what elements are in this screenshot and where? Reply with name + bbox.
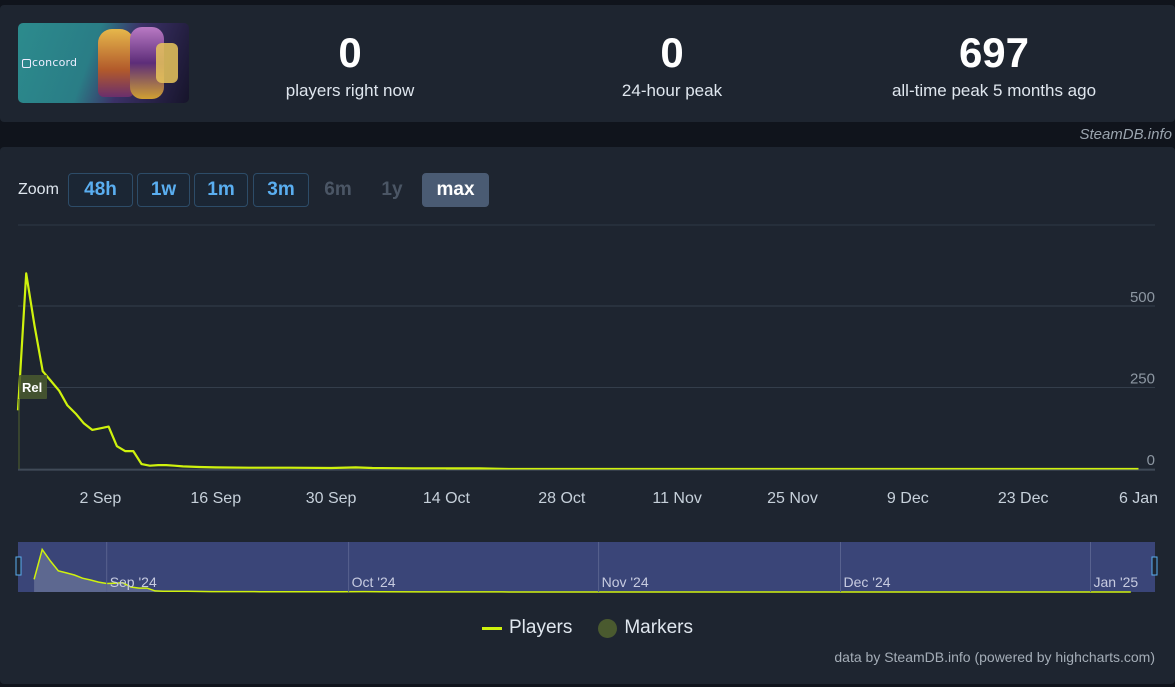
release-marker-line — [18, 399, 20, 469]
x-tick-label: 14 Oct — [423, 490, 471, 507]
current-players-label: players right now — [285, 81, 415, 100]
players-line — [16, 272, 1139, 471]
zoom-1m-button[interactable]: 1m — [194, 173, 248, 207]
navigator-range[interactable] — [18, 542, 1155, 592]
zoom-1y-button: 1y — [381, 179, 403, 200]
release-marker-flag[interactable] — [19, 375, 47, 399]
peak-24h-label: 24-hour peak — [621, 81, 723, 100]
navigator-tick-label: Nov '24 — [602, 574, 649, 590]
x-tick-label: 30 Sep — [306, 490, 357, 507]
players-line-icon — [482, 626, 502, 630]
x-tick-label: 11 Nov — [652, 490, 702, 507]
zoom-label: Zoom — [18, 181, 59, 198]
y-axis-labels: 500 250 0 — [1130, 289, 1155, 469]
x-tick-label: 6 Jan — [1119, 490, 1158, 507]
y-tick-label: 250 — [1130, 371, 1155, 388]
players-series — [16, 272, 1155, 471]
navigator-line — [33, 547, 1131, 593]
y-tick-label: 0 — [1147, 452, 1155, 469]
stats-card: concord 0 players right now 0 24-hour pe… — [0, 5, 1175, 122]
navigator-tick-label: Dec '24 — [844, 574, 891, 590]
all-time-peak-value: 697 — [958, 29, 1030, 76]
zoom-6m-button: 6m — [324, 179, 352, 200]
chart-card: Zoom 48h 1w 1m 3m 6m 1y max 500 250 0 2 Se… — [0, 147, 1175, 684]
all-time-peak-stat[interactable]: 697 all-time peak 5 months ago — [854, 31, 1134, 101]
navigator-tick-label: Jan '25 — [1093, 574, 1138, 590]
x-tick-label: 23 Dec — [998, 490, 1049, 507]
navigator[interactable]: Sep '24 Oct '24 Nov '24 Dec '24 Jan '25 — [15, 542, 1158, 593]
zoom-1w-button[interactable]: 1w — [137, 173, 190, 207]
current-players-value: 0 — [338, 29, 362, 76]
x-tick-label: 16 Sep — [190, 490, 241, 507]
chart-legend: Players Markers — [0, 617, 1175, 639]
x-axis-labels: 2 Sep 16 Sep 30 Sep 14 Oct 28 Oct 11 Nov 25 No… — [79, 490, 1158, 507]
player-count-chart[interactable]: 500 250 0 2 Sep 16 Sep 30 Sep 14 Oct 28 Oct 11 … — [0, 147, 1175, 607]
grid-lines — [18, 305, 1155, 470]
navigator-tick-label: Oct '24 — [352, 574, 396, 590]
y-tick-label: 500 — [1130, 289, 1155, 306]
peak-24h-value: 0 — [660, 29, 684, 76]
x-tick-label: 9 Dec — [887, 490, 929, 507]
legend-item-players[interactable]: Players — [482, 617, 572, 639]
release-markers[interactable]: Rel — [18, 375, 47, 469]
zoom-48h-button[interactable]: 48h — [68, 173, 133, 207]
x-tick-label: 2 Sep — [79, 490, 121, 507]
thumb-art-character — [98, 29, 134, 97]
footer-attribution[interactable]: data by SteamDB.info (powered by highcha… — [834, 649, 1155, 665]
game-thumbnail[interactable]: concord — [18, 23, 189, 103]
all-time-peak-label: all-time peak 5 months ago — [891, 81, 1097, 100]
steamdb-credit[interactable]: SteamDB.info — [1079, 126, 1172, 143]
legend-players-label: Players — [509, 617, 573, 638]
zoom-max-button[interactable]: max — [422, 173, 489, 207]
legend-item-markers[interactable]: Markers — [598, 617, 693, 639]
x-tick-label: 25 Nov — [767, 490, 818, 507]
navigator-right-handle[interactable] — [1151, 556, 1158, 576]
thumb-art-character — [156, 43, 178, 83]
peak-24h-stat: 0 24-hour peak — [572, 31, 772, 101]
game-logo-icon — [22, 59, 31, 68]
navigator-left-handle[interactable] — [15, 556, 22, 576]
current-players-stat: 0 players right now — [250, 31, 450, 101]
legend-markers-label: Markers — [624, 617, 693, 638]
release-marker-label: Rel — [22, 380, 42, 395]
game-logo-text: concord — [32, 56, 78, 69]
navigator-tick-label: Sep '24 — [110, 574, 157, 590]
zoom-3m-button[interactable]: 3m — [253, 173, 309, 207]
x-tick-label: 28 Oct — [538, 490, 586, 507]
markers-dot-icon — [598, 618, 618, 638]
